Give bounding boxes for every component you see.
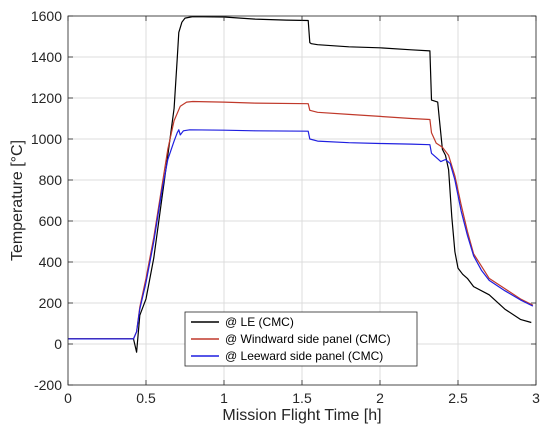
y-tick-label: 0 — [54, 336, 62, 352]
x-tick-label: 0.5 — [136, 390, 156, 406]
legend-entry: @ Windward side panel (CMC) — [225, 332, 391, 346]
x-tick-label: 1.5 — [292, 390, 312, 406]
y-tick-label: 1000 — [31, 131, 62, 147]
legend-entry: @ LE (CMC) — [225, 315, 294, 329]
x-tick-label: 2 — [376, 390, 384, 406]
x-tick-label: 0 — [64, 390, 72, 406]
y-tick-label: -200 — [34, 377, 62, 393]
y-tick-label: 1600 — [31, 8, 62, 24]
y-tick-label: 200 — [39, 295, 63, 311]
x-axis-label: Mission Flight Time [h] — [222, 407, 381, 424]
x-tick-label: 1 — [220, 390, 228, 406]
series-line — [68, 100, 534, 340]
y-tick-label: 1400 — [31, 49, 62, 65]
x-tick-label: 3 — [532, 390, 540, 406]
y-tick-label: 1200 — [31, 90, 62, 106]
x-tick-label: 2.5 — [448, 390, 468, 406]
legend-entry: @ Leeward side panel (CMC) — [225, 349, 383, 363]
y-axis-label: Temperature [°C] — [9, 140, 26, 261]
y-tick-label: 400 — [39, 254, 63, 270]
y-tick-label: 800 — [39, 172, 63, 188]
series-line — [68, 129, 534, 340]
legend-box — [184, 311, 418, 367]
y-tick-label: 600 — [39, 213, 63, 229]
